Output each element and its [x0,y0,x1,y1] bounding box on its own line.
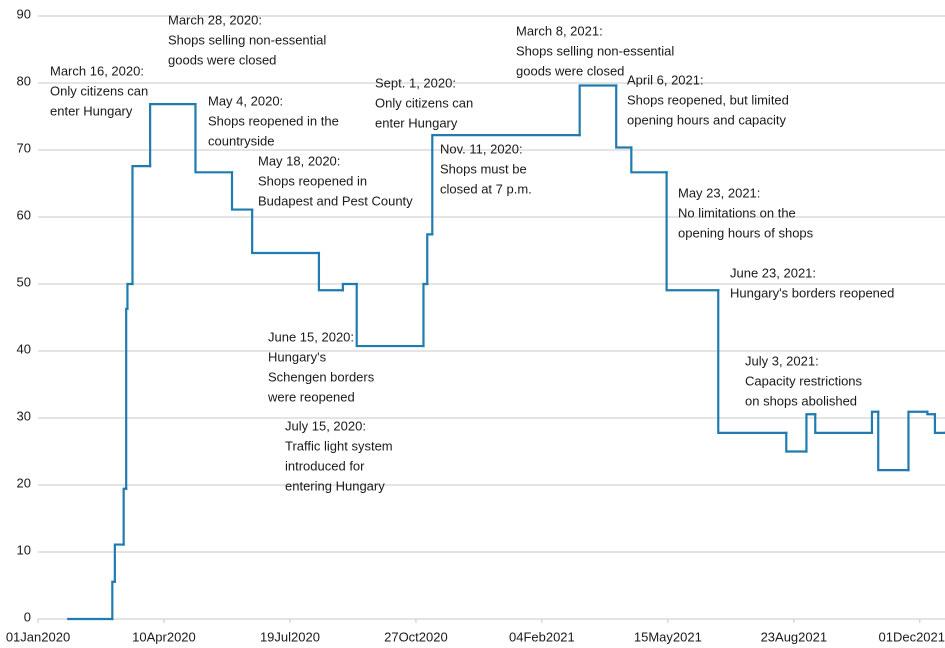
annotation-text: countryside [208,133,274,148]
x-tick-label: 15May2021 [634,629,702,644]
step-segment [194,103,234,174]
y-tick-label: 0 [24,609,31,624]
step-segment [926,410,937,416]
annotation-text: March 28, 2020: [168,12,262,27]
annotation-text: June 23, 2021: [730,265,816,280]
annotation-text: Sept. 1, 2020: [375,75,456,90]
x-tick-label: 10Apr2020 [132,629,196,644]
step-segment [907,410,929,472]
annotation-text: July 15, 2020: [285,418,366,433]
step-segment [426,233,434,286]
annotation-text: enter Hungary [50,103,133,118]
annotation-text: March 8, 2021: [516,23,603,38]
y-tick-label: 30 [17,408,31,423]
annotation-text: Traffic light system [285,438,393,453]
annotation-text: Shops must be [440,161,527,176]
step-segment [877,410,910,472]
step-segment [251,208,321,255]
x-tick-label: 23Aug2021 [761,629,828,644]
step-segment [785,431,808,453]
step-segment [431,134,581,236]
step-segment [578,84,618,137]
x-tick-label: 01Dec2021 [879,629,945,644]
y-tick-label: 80 [17,73,31,88]
annotation-text: opening hours of shops [678,225,814,240]
x-tick-label: 27Oct2020 [384,629,448,644]
step-segment [111,580,116,621]
annotation-text: on shops abolished [745,393,857,408]
annotation-text: Only citizens can [375,95,473,110]
annotation-text: Shops selling non-essential [516,43,674,58]
annotation-text: enter Hungary [375,115,458,130]
annotation-text: Capacity restrictions [745,373,863,388]
step-segment [317,251,344,292]
step-segment [814,413,874,434]
step-segment [125,307,129,490]
annotation-text: July 3, 2021: [745,353,819,368]
step-segment [131,165,152,286]
annotation-text: Budapest and Pest County [258,193,413,208]
annotation-text: Schengen borders [268,369,375,384]
annotation-text: No limitations on the [678,205,796,220]
y-tick-label: 50 [17,274,31,289]
step-segment [149,103,197,168]
y-tick-label: 40 [17,341,31,356]
step-segment [230,171,254,211]
annotation-text: introduced for [285,458,365,473]
y-tick-label: 60 [17,207,31,222]
annotation-text: goods were closed [168,52,276,67]
annotation-text: May 23, 2021: [678,185,760,200]
annotation-text: Hungary's [268,349,327,364]
annotation-text: Shops reopened in [258,173,367,188]
x-tick-label: 19Jul2020 [260,629,320,644]
annotation-text: June 15, 2020: [268,329,354,344]
y-tick-label: 70 [17,140,31,155]
annotation-text: goods were closed [516,63,624,78]
y-tick-label: 10 [17,542,31,557]
step-segment [113,543,125,583]
step-segment [630,146,668,174]
step-segment [615,84,633,149]
annotation-text: Nov. 11, 2020: [440,141,523,156]
step-segment [665,171,720,292]
y-tick-label: 20 [17,475,31,490]
annotation-text: Shops reopened in the [208,113,339,128]
annotation-text: closed at 7 p.m. [440,181,532,196]
step-segment [870,410,880,434]
step-segment [717,289,788,434]
step-segment [355,282,425,348]
x-tick-label: 01Jan2020 [6,629,70,644]
annotation-text: Only citizens can [50,83,148,98]
step-segment [126,282,134,310]
annotation-text: were reopened [267,389,355,404]
step-segment [122,487,128,546]
annotation-text: April 6, 2021: [627,72,704,87]
annotation-text: May 18, 2020: [258,153,340,168]
annotation-text: entering Hungary [285,478,385,493]
step-segment [805,413,817,453]
x-tick-label: 04Feb2021 [509,629,575,644]
step-segment [422,282,429,348]
annotation-text: opening hours and capacity [627,112,787,127]
annotation-text: Shops selling non-essential [168,32,326,47]
annotation-text: March 16, 2020: [50,63,144,78]
annotation-text: May 4, 2020: [208,93,283,108]
step-segment [341,282,358,292]
annotation-text: Hungary's borders reopened [730,285,894,300]
y-tick-label: 90 [17,6,31,21]
step-segment [933,413,945,434]
annotation-text: Shops reopened, but limited [627,92,789,107]
